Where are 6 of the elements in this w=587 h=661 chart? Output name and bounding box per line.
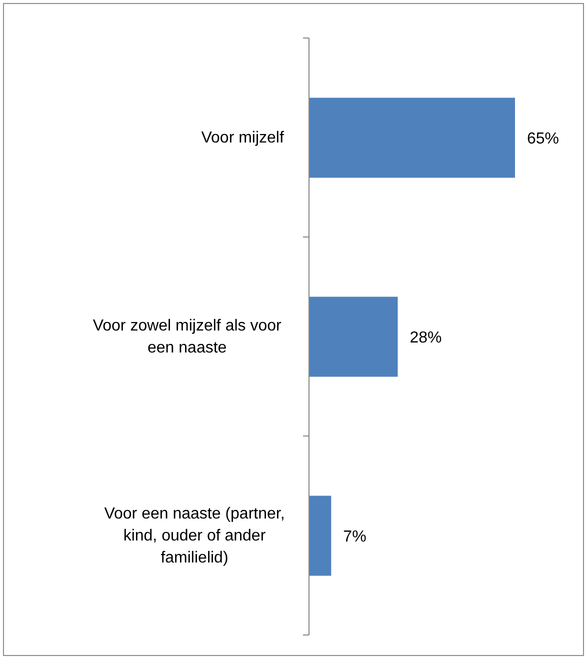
y-tick-label: Voor zowel mijzelf als voor een naaste (92, 317, 282, 356)
y-tick-label: Voor mijzelf (201, 129, 284, 146)
data-label: 28% (410, 329, 442, 346)
data-label: 7% (343, 528, 366, 546)
data-label: 65% (527, 130, 560, 148)
y-tick-label: Voor een naaste (partner, kind, ouder of ander familielid) (104, 505, 285, 566)
